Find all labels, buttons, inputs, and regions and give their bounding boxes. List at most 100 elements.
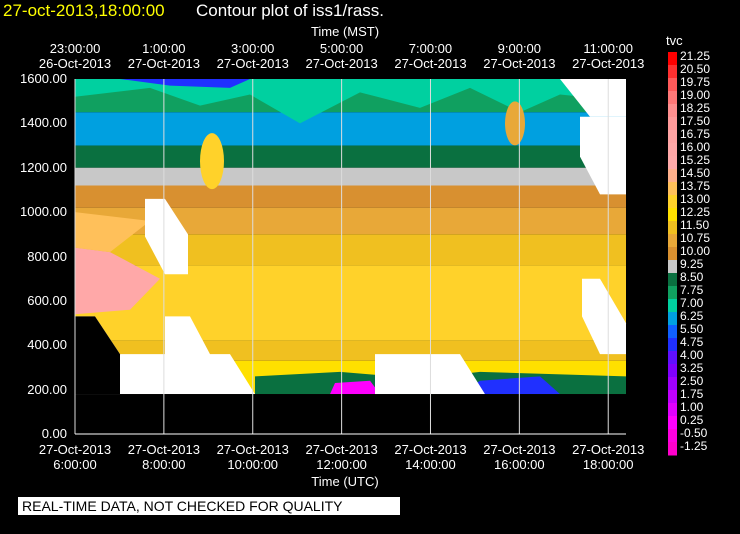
- contour-band: [75, 79, 626, 124]
- colorbar-swatch: [668, 429, 677, 443]
- colorbar-label: -1.25: [680, 439, 708, 453]
- colorbar-label: -0.50: [680, 426, 708, 440]
- colorbar-swatch: [668, 143, 677, 157]
- colorbar-label: 16.00: [680, 140, 711, 154]
- colorbar-swatch: [668, 312, 677, 326]
- colorbar-label: 8.50: [680, 270, 704, 284]
- colorbar-swatch: [668, 260, 677, 274]
- bottom-tick-label: 27-Oct-2013 10:00:00: [216, 442, 289, 472]
- colorbar-label: 13.75: [680, 179, 711, 193]
- colorbar-label: 15.25: [680, 153, 711, 167]
- colorbar-label: 10.75: [680, 231, 711, 245]
- colorbar-swatch: [668, 351, 677, 365]
- colorbar-swatch: [668, 325, 677, 339]
- below-range: [75, 394, 626, 434]
- colorbar-swatch: [668, 182, 677, 196]
- colorbar-swatch: [668, 208, 677, 222]
- colorbar-swatch: [668, 221, 677, 235]
- colorbar-swatch: [668, 377, 677, 391]
- colorbar-swatch: [668, 65, 677, 79]
- colorbar-label: 19.00: [680, 88, 711, 102]
- colorbar-swatch: [668, 195, 677, 209]
- colorbar-label: 16.75: [680, 127, 711, 141]
- bottom-tick-label: 27-Oct-2013 12:00:00: [305, 442, 378, 472]
- y-tick-label: 1000.00: [20, 204, 67, 220]
- colorbar-label: 1.00: [680, 400, 704, 414]
- colorbar-swatch: [668, 299, 677, 313]
- contour-band: [75, 185, 626, 208]
- colorbar-swatch: [668, 156, 677, 170]
- y-tick-label: 800.00: [27, 248, 67, 264]
- colorbar-swatch: [668, 52, 677, 66]
- data-gap: [560, 79, 626, 117]
- contour-band: [330, 380, 380, 395]
- colorbar-label: 13.00: [680, 192, 711, 206]
- colorbar-swatch: [668, 247, 677, 261]
- colorbar-label: 7.75: [680, 283, 704, 297]
- colorbar-swatch: [668, 273, 677, 287]
- colorbar-label: 9.25: [680, 257, 704, 271]
- colorbar-swatch: [668, 78, 677, 92]
- contour-band: [75, 145, 626, 168]
- y-tick-label: 1400.00: [20, 115, 67, 131]
- top-tick-label: 7:00:00 27-Oct-2013: [394, 41, 467, 71]
- colorbar-label: 19.75: [680, 75, 711, 89]
- top-tick-label: 9:00:00 27-Oct-2013: [483, 41, 556, 71]
- data-gap: [582, 278, 626, 355]
- colorbar-label: 21.25: [680, 49, 711, 63]
- colorbar-label: 18.25: [680, 101, 711, 115]
- colorbar-swatch: [668, 286, 677, 300]
- colorbar-swatch: [668, 442, 677, 456]
- chart-title: Contour plot of iss1/rass.: [196, 1, 385, 20]
- bottom-tick-label: 27-Oct-2013 14:00:00: [394, 442, 467, 472]
- colorbar-swatch: [668, 169, 677, 183]
- colorbar-label: 7.00: [680, 296, 704, 310]
- colorbar-label: 11.50: [680, 218, 710, 232]
- quality-notice: REAL-TIME DATA, NOT CHECKED FOR QUALITY: [18, 497, 400, 515]
- colorbar-label: 10.00: [680, 244, 711, 258]
- colorbar-label: 4.75: [680, 335, 704, 349]
- colorbar-title: tvc: [666, 33, 683, 48]
- colorbar-label: 1.75: [680, 387, 704, 401]
- contour-band: [75, 112, 626, 146]
- colorbar-label: 3.25: [680, 361, 704, 375]
- data-gap: [145, 198, 188, 275]
- colorbar-swatch: [668, 117, 677, 131]
- contour-band: [460, 376, 560, 395]
- top-tick-label: 23:00:00 26-Oct-2013: [38, 41, 112, 71]
- colorbar-label: 12.25: [680, 205, 711, 219]
- contour-blob: [505, 101, 525, 146]
- colorbar-swatch: [668, 234, 677, 248]
- top-tick-label: 3:00:00 27-Oct-2013: [216, 41, 289, 71]
- colorbar-swatch: [668, 403, 677, 417]
- colorbar-swatch: [668, 91, 677, 105]
- colorbar-label: 6.25: [680, 309, 704, 323]
- contour-band: [75, 247, 160, 315]
- colorbar-swatch: [668, 338, 677, 352]
- colorbar-label: 4.00: [680, 348, 704, 362]
- contour-band: [75, 265, 626, 341]
- bottom-axis-label: Time (UTC): [311, 474, 379, 489]
- bottom-tick-label: 27-Oct-2013 16:00:00: [483, 442, 556, 472]
- colorbar-label: 2.50: [680, 374, 704, 388]
- y-tick-label: 600.00: [27, 292, 67, 308]
- top-tick-label: 1:00:00 27-Oct-2013: [127, 41, 200, 71]
- data-gap: [580, 116, 626, 195]
- colorbar-label: 20.50: [680, 62, 711, 76]
- colorbar-swatch: [668, 104, 677, 118]
- y-tick-label: 400.00: [27, 337, 67, 353]
- bottom-tick-label: 27-Oct-2013 6:00:00: [38, 442, 112, 472]
- colorbar-label: 14.50: [680, 166, 711, 180]
- y-tick-label: 200.00: [27, 381, 67, 397]
- colorbar-swatch: [668, 416, 677, 430]
- contour-band: [75, 167, 626, 186]
- colorbar-label: 0.25: [680, 413, 704, 427]
- colorbar-swatch: [668, 390, 677, 404]
- contour-blob: [200, 133, 224, 190]
- y-tick-label: 0.00: [41, 426, 67, 441]
- header-time: 27-oct-2013,18:00:00: [3, 1, 165, 20]
- colorbar-swatch: [668, 130, 677, 144]
- y-tick-label: 1600.00: [20, 71, 67, 86]
- top-axis-label: Time (MST): [310, 24, 380, 39]
